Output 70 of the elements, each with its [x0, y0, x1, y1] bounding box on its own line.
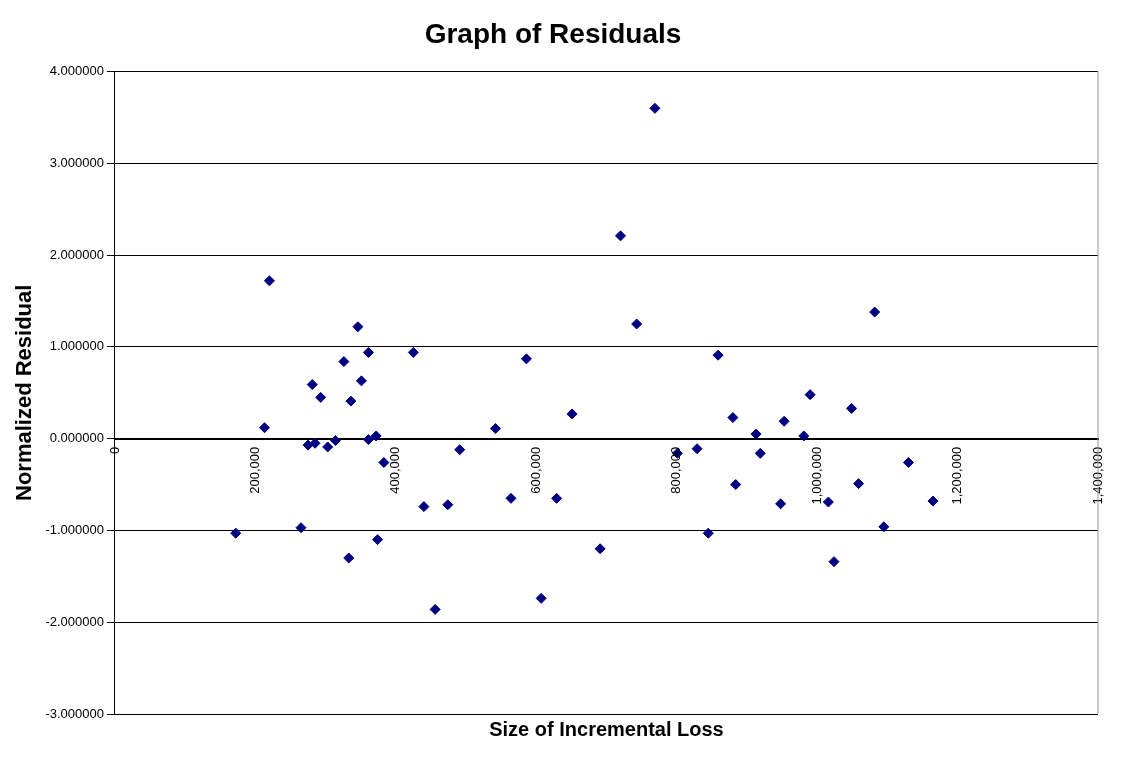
x-tick-label: 800,000	[668, 446, 684, 494]
point	[263, 275, 275, 287]
point	[649, 102, 661, 114]
point	[712, 349, 724, 361]
x-tick-label: 1,000,000	[808, 446, 824, 505]
x-tick-label: 1,200,000	[949, 446, 965, 505]
point	[372, 534, 384, 546]
point	[878, 521, 890, 533]
point	[259, 422, 271, 434]
point	[727, 412, 739, 424]
point	[505, 492, 517, 504]
x-tick-label: 1,400,000	[1089, 446, 1105, 505]
point	[775, 498, 787, 510]
point	[343, 552, 355, 564]
point	[535, 592, 547, 604]
point	[306, 379, 318, 391]
x-tick-label: 200,000	[246, 446, 262, 494]
point	[691, 443, 703, 455]
point	[429, 603, 441, 615]
point	[338, 356, 350, 368]
point	[702, 527, 714, 539]
point	[378, 457, 390, 469]
point	[490, 423, 502, 435]
point	[902, 457, 914, 469]
y-tick-label: -3.000000	[45, 705, 104, 721]
point	[345, 395, 357, 407]
point	[927, 495, 939, 507]
point	[615, 230, 627, 242]
y-tick-label: 0.000000	[49, 430, 104, 446]
y-tick-label: 2.000000	[49, 246, 104, 262]
point	[442, 499, 454, 511]
point	[594, 543, 606, 555]
point	[370, 430, 382, 442]
point	[853, 478, 865, 490]
point	[828, 556, 840, 568]
y-tick-label: 3.000000	[49, 154, 104, 170]
y-tick-label: -2.000000	[45, 613, 104, 629]
point	[551, 492, 563, 504]
point	[566, 408, 578, 420]
point	[322, 441, 334, 453]
x-tick-label: 400,000	[387, 446, 403, 494]
x-tick-label: 600,000	[527, 446, 543, 494]
point	[778, 415, 790, 427]
point	[750, 428, 762, 440]
point	[230, 527, 242, 539]
x-axis-title: Size of Incremental Loss	[489, 717, 724, 740]
point	[407, 346, 419, 358]
point	[631, 318, 643, 330]
point	[362, 346, 374, 358]
point	[846, 402, 858, 414]
y-tick-label: -1.000000	[45, 522, 104, 538]
point	[730, 479, 742, 491]
point	[520, 353, 532, 365]
point	[352, 321, 364, 333]
chart-title: Graph of Residuals	[424, 17, 682, 49]
y-axis-title: Normalized Residual	[11, 284, 37, 501]
point	[329, 435, 341, 447]
point	[798, 430, 810, 442]
point	[804, 389, 816, 401]
point	[454, 444, 466, 456]
point	[822, 496, 834, 508]
point	[315, 391, 327, 403]
point	[362, 434, 374, 446]
point	[418, 501, 430, 513]
point	[754, 447, 766, 459]
y-tick-label: 1.000000	[49, 338, 104, 354]
y-tick-label: 4.000000	[49, 63, 104, 79]
point	[295, 522, 307, 534]
point	[869, 306, 881, 318]
point	[355, 375, 367, 387]
